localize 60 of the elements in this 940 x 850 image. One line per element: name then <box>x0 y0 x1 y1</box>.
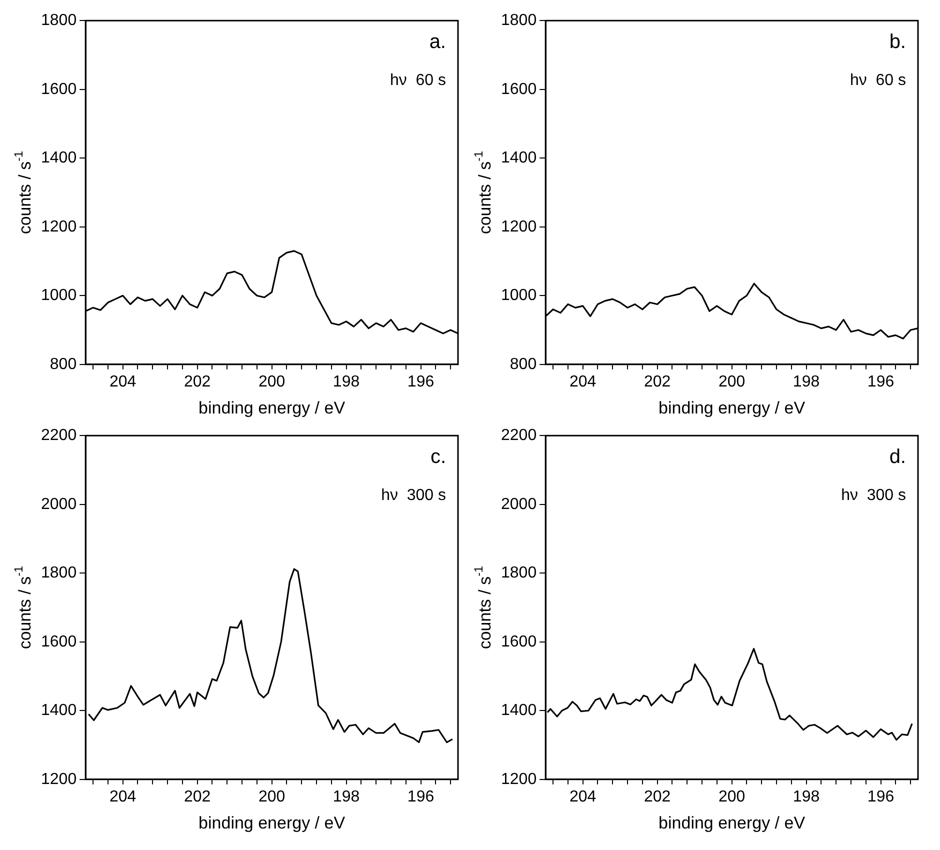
annotation: hν 300 s <box>841 487 906 504</box>
y-tick-label: 2000 <box>501 496 537 513</box>
annotation: a. <box>429 31 446 54</box>
y-tick-label: 1600 <box>41 633 77 650</box>
annotation: hν 60 s <box>390 72 446 90</box>
x-tick-label: 200 <box>258 788 286 806</box>
y-tick-label: 1600 <box>501 80 537 98</box>
x-tick-label: 202 <box>184 788 211 806</box>
x-tick-label: 198 <box>792 788 820 806</box>
annotation: hν 60 s <box>850 72 906 90</box>
y-tick-label: 1200 <box>41 218 77 236</box>
x-axis-title: binding energy / eV <box>198 813 346 832</box>
x-tick-label: 202 <box>644 373 671 390</box>
annotation: hν 300 s <box>381 487 446 504</box>
y-tick-label: 800 <box>510 356 537 373</box>
y-tick-label: 1000 <box>501 287 537 304</box>
x-tick-label: 198 <box>332 373 360 390</box>
y-axis-title: counts / s-1 <box>471 150 495 234</box>
y-tick-label: 1400 <box>41 150 77 167</box>
y-tick-label: 1000 <box>41 287 77 304</box>
y-tick-label: 1400 <box>501 150 537 167</box>
y-tick-label: 1600 <box>41 80 77 98</box>
x-tick-label: 204 <box>569 373 596 390</box>
y-tick-label: 1200 <box>501 770 537 788</box>
x-tick-label: 200 <box>718 788 746 806</box>
y-tick-label: 2200 <box>501 427 537 444</box>
y-tick-label: 1800 <box>501 12 537 30</box>
y-tick-label: 2200 <box>41 427 77 444</box>
annotation: c. <box>430 446 446 468</box>
x-tick-label: 196 <box>407 373 434 390</box>
y-tick-label: 800 <box>50 356 77 373</box>
x-axis-title: binding energy / eV <box>198 398 346 418</box>
x-tick-label: 204 <box>109 788 136 806</box>
y-axis-title: counts / s-1 <box>471 565 495 650</box>
x-tick-label: 204 <box>109 373 136 390</box>
y-tick-label: 1800 <box>41 564 77 582</box>
x-tick-label: 196 <box>867 373 894 390</box>
x-tick-label: 200 <box>258 373 286 390</box>
y-tick-label: 1200 <box>41 770 77 788</box>
y-axis-title: counts / s-1 <box>11 150 35 234</box>
y-tick-label: 1800 <box>41 12 77 30</box>
x-tick-label: 196 <box>407 788 434 806</box>
x-tick-label: 200 <box>718 373 746 390</box>
y-tick-label: 1600 <box>501 633 537 650</box>
annotation: d. <box>889 446 906 468</box>
y-tick-label: 1200 <box>501 218 537 236</box>
x-tick-label: 198 <box>792 373 820 390</box>
x-tick-label: 204 <box>569 788 596 806</box>
y-tick-label: 2000 <box>41 496 77 513</box>
y-tick-label: 1800 <box>501 564 537 582</box>
y-tick-label: 1400 <box>41 702 77 720</box>
x-tick-label: 202 <box>644 788 671 806</box>
x-axis-title: binding energy / eV <box>658 813 806 832</box>
y-tick-label: 1400 <box>501 702 537 720</box>
x-tick-label: 202 <box>184 373 211 390</box>
y-axis-title: counts / s-1 <box>11 565 35 650</box>
x-tick-label: 196 <box>867 788 894 806</box>
annotation: b. <box>889 31 906 54</box>
x-axis-title: binding energy / eV <box>658 398 806 418</box>
x-tick-label: 198 <box>332 788 360 806</box>
